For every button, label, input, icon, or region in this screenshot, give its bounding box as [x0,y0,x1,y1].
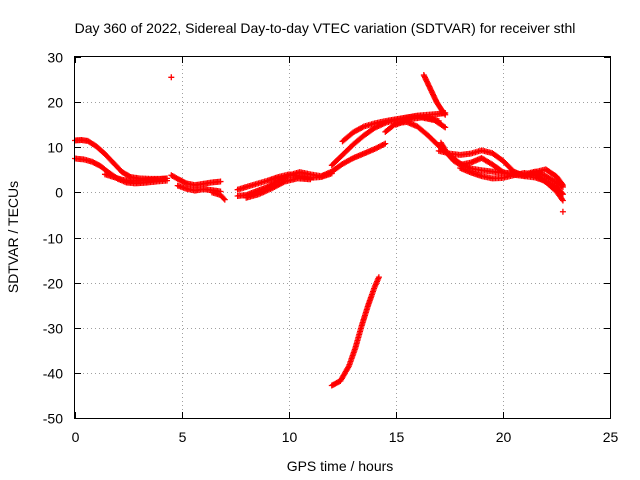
data-point [380,141,387,148]
data-point [442,124,449,131]
series-track-r [328,274,382,389]
x-tick-label: 10 [282,429,298,445]
data-point [280,179,287,186]
y-tick-label: -50 [43,411,63,427]
data-point [559,182,566,189]
data-point [441,110,448,117]
series-track-q [457,165,566,204]
data-point [328,170,335,177]
data-point [307,176,314,183]
series-outliers [168,74,566,215]
series-track-g [234,140,389,199]
data-point [559,208,566,215]
series-track-e [174,182,224,195]
data-point [375,274,382,281]
y-tick-label: -30 [43,321,63,337]
series-track-n [420,72,449,118]
y-tick-label: -40 [43,366,63,382]
y-tick-label: 10 [47,140,63,156]
axis-ticks: 0 5 10 15 20 25 -50 -40 -30 -20 -10 0 10 20 30 [43,50,619,446]
x-tick-label: 5 [179,429,187,445]
y-axis-label: SDTVAR / TECUs [5,181,21,293]
data-point [359,124,366,131]
data-point [559,180,566,187]
y-tick-label: 0 [55,185,63,201]
plot-area-data [72,72,566,389]
data-point [348,155,355,162]
data-point [220,195,227,202]
data-point [559,197,566,204]
x-axis-label: GPS time / hours [287,458,394,474]
data-point [441,123,448,130]
grid-lines [75,57,610,418]
data-point [498,168,505,175]
series-track-d [168,172,224,189]
data-point [168,74,175,81]
y-tick-label: 30 [47,50,63,66]
data-point [382,140,389,147]
x-tick-label: 20 [496,429,512,445]
data-point [442,111,449,118]
series-track-c [101,171,168,185]
data-point [559,196,566,203]
y-tick-label: -10 [43,231,63,247]
x-tick-label: 25 [603,429,619,445]
y-tick-label: 20 [47,95,63,111]
series-track-m [393,114,449,131]
x-tick-label: 15 [389,429,405,445]
data-point [217,178,224,185]
plot-frame [74,56,611,419]
data-point [161,175,168,182]
series-track-i [243,175,314,201]
y-tick-label: -20 [43,276,63,292]
series-track-f [208,189,228,203]
chart-title: Day 360 of 2022, Sidereal Day-to-day VTE… [75,20,576,36]
x-tick-label: 0 [72,429,80,445]
data-point [221,196,228,203]
